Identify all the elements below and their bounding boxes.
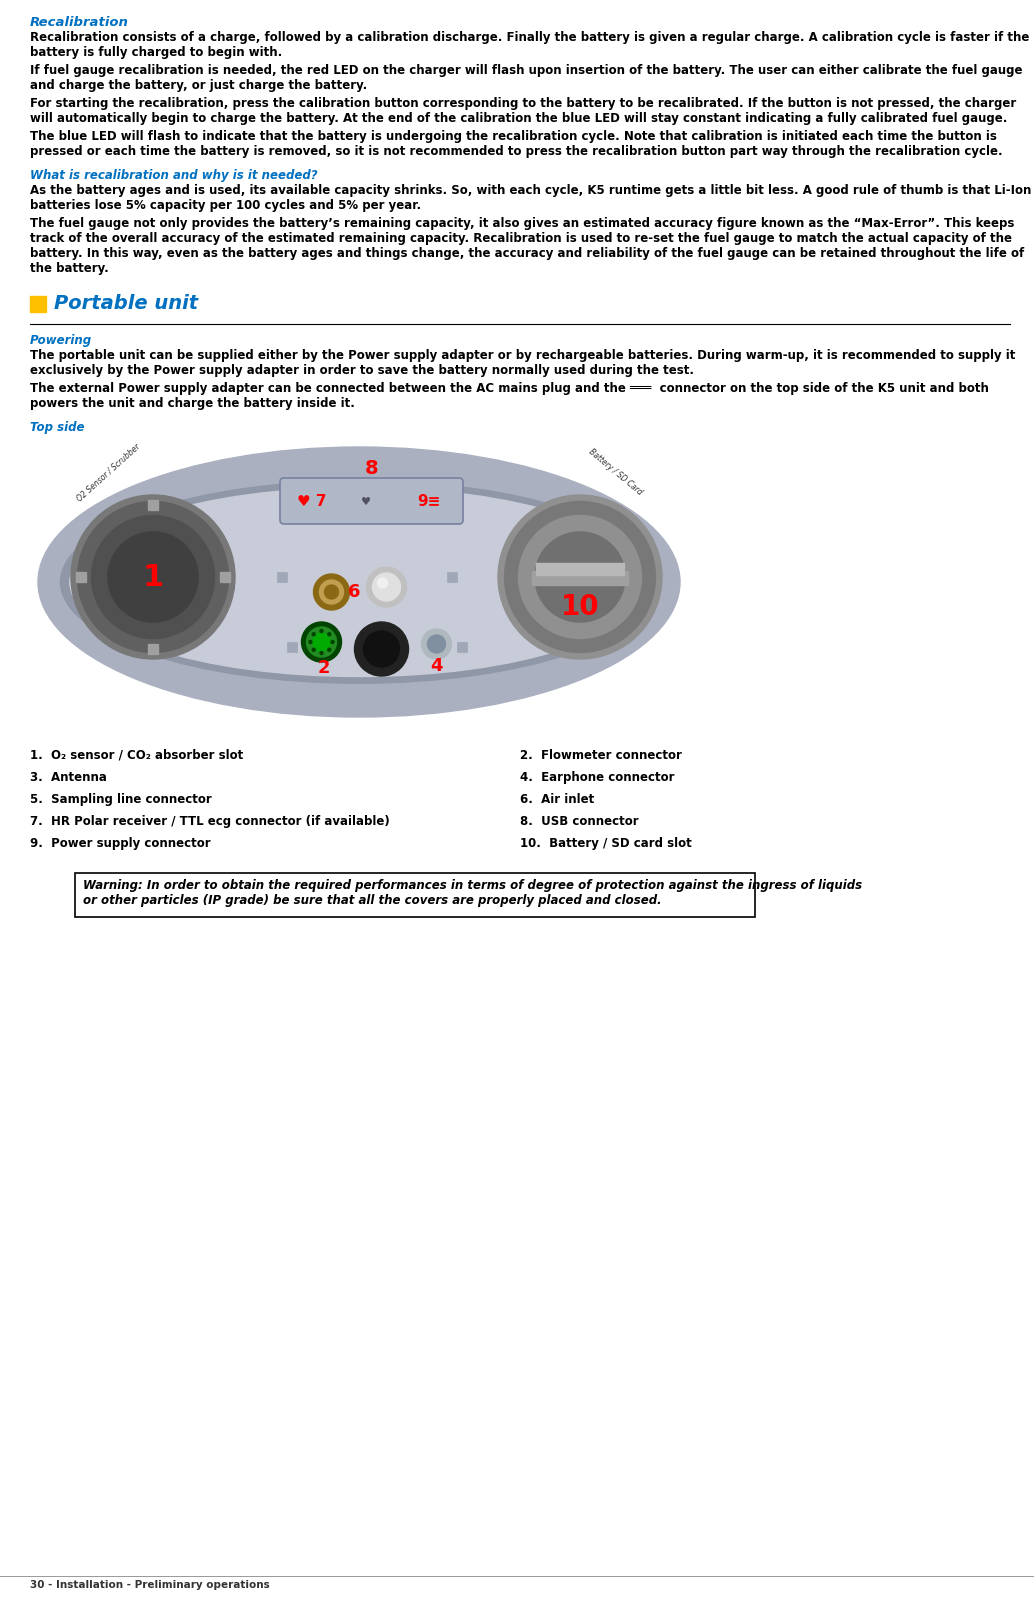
Circle shape (422, 629, 452, 660)
Bar (456, 642, 466, 652)
Circle shape (320, 652, 323, 655)
Text: 1: 1 (143, 562, 163, 591)
Text: 4.  Earphone connector: 4. Earphone connector (520, 771, 674, 784)
Circle shape (427, 636, 446, 653)
Circle shape (320, 629, 323, 632)
Circle shape (306, 628, 336, 656)
Circle shape (355, 621, 408, 676)
Ellipse shape (60, 481, 658, 684)
Text: 8: 8 (365, 460, 378, 479)
Text: ♥: ♥ (362, 497, 371, 506)
Text: 2: 2 (317, 660, 330, 677)
Text: Top side: Top side (30, 422, 85, 434)
Text: If fuel gauge recalibration is needed, the red LED on the charger will flash upo: If fuel gauge recalibration is needed, t… (30, 64, 1023, 93)
Circle shape (518, 516, 641, 639)
Bar (75, 572, 86, 581)
Circle shape (328, 632, 331, 636)
Bar (286, 642, 297, 652)
Text: Portable unit: Portable unit (54, 294, 199, 313)
Bar (148, 644, 158, 655)
Text: 2.  Flowmeter connector: 2. Flowmeter connector (520, 749, 681, 762)
Text: The portable unit can be supplied either by the Power supply adapter or by recha: The portable unit can be supplied either… (30, 350, 1015, 377)
Bar (276, 572, 286, 581)
Text: For starting the recalibration, press the calibration button corresponding to th: For starting the recalibration, press th… (30, 97, 1016, 125)
Text: 5.  Sampling line connector: 5. Sampling line connector (30, 794, 212, 806)
Text: 6.  Air inlet: 6. Air inlet (520, 794, 595, 806)
Text: 1.  O₂ sensor / CO₂ absorber slot: 1. O₂ sensor / CO₂ absorber slot (30, 749, 243, 762)
Text: 4: 4 (430, 656, 443, 676)
Bar (148, 500, 158, 509)
Ellipse shape (70, 487, 648, 677)
Circle shape (309, 640, 312, 644)
Text: Powering: Powering (30, 334, 92, 347)
Circle shape (313, 573, 349, 610)
Circle shape (312, 632, 331, 652)
Bar (447, 572, 456, 581)
Text: ♥ 7: ♥ 7 (297, 495, 327, 509)
Text: Battery / SD Card: Battery / SD Card (586, 447, 643, 497)
Circle shape (535, 532, 626, 623)
Circle shape (331, 640, 334, 644)
Text: 30 - Installation - Preliminary operations: 30 - Installation - Preliminary operatio… (30, 1579, 270, 1591)
Text: 7.  HR Polar receiver / TTL ecg connector (if available): 7. HR Polar receiver / TTL ecg connector… (30, 814, 390, 827)
Text: Recalibration consists of a charge, followed by a calibration discharge. Finally: Recalibration consists of a charge, foll… (30, 30, 1030, 59)
Text: 10.  Battery / SD card slot: 10. Battery / SD card slot (520, 837, 692, 850)
Circle shape (498, 495, 662, 660)
Circle shape (302, 621, 341, 663)
Circle shape (328, 648, 331, 652)
Text: As the battery ages and is used, its available capacity shrinks. So, with each c: As the battery ages and is used, its ava… (30, 184, 1031, 212)
Text: O2 Sensor / Scrubber: O2 Sensor / Scrubber (74, 441, 142, 503)
Circle shape (71, 495, 235, 660)
Ellipse shape (38, 447, 680, 717)
Bar (30, 295, 45, 311)
Text: Recalibration: Recalibration (30, 16, 129, 29)
Circle shape (372, 573, 400, 600)
Circle shape (505, 501, 656, 653)
Bar (536, 564, 624, 575)
Circle shape (377, 578, 388, 588)
Text: The fuel gauge not only provides the battery’s remaining capacity, it also gives: The fuel gauge not only provides the bat… (30, 217, 1025, 275)
Circle shape (312, 632, 315, 636)
Circle shape (91, 516, 214, 639)
Bar (533, 572, 628, 585)
Circle shape (312, 648, 315, 652)
Text: The blue LED will flash to indicate that the battery is undergoing the recalibra: The blue LED will flash to indicate that… (30, 129, 1003, 158)
Circle shape (364, 631, 399, 668)
Text: What is recalibration and why is it needed?: What is recalibration and why is it need… (30, 169, 317, 182)
Circle shape (78, 501, 229, 653)
Circle shape (320, 580, 343, 604)
Bar (75, 874, 755, 917)
Text: The external Power supply adapter can be connected between the AC mains plug and: The external Power supply adapter can be… (30, 382, 989, 410)
Circle shape (108, 532, 199, 623)
Text: 10: 10 (560, 592, 600, 621)
Text: 6: 6 (348, 583, 361, 600)
Text: Warning: In order to obtain the required performances in terms of degree of prot: Warning: In order to obtain the required… (83, 878, 862, 907)
Text: 9≡: 9≡ (418, 495, 440, 509)
Circle shape (325, 585, 338, 599)
Text: 9.  Power supply connector: 9. Power supply connector (30, 837, 211, 850)
Text: 8.  USB connector: 8. USB connector (520, 814, 639, 827)
FancyBboxPatch shape (280, 478, 463, 524)
Ellipse shape (70, 490, 648, 674)
Circle shape (366, 567, 406, 607)
Text: 3.  Antenna: 3. Antenna (30, 771, 107, 784)
Bar (220, 572, 231, 581)
